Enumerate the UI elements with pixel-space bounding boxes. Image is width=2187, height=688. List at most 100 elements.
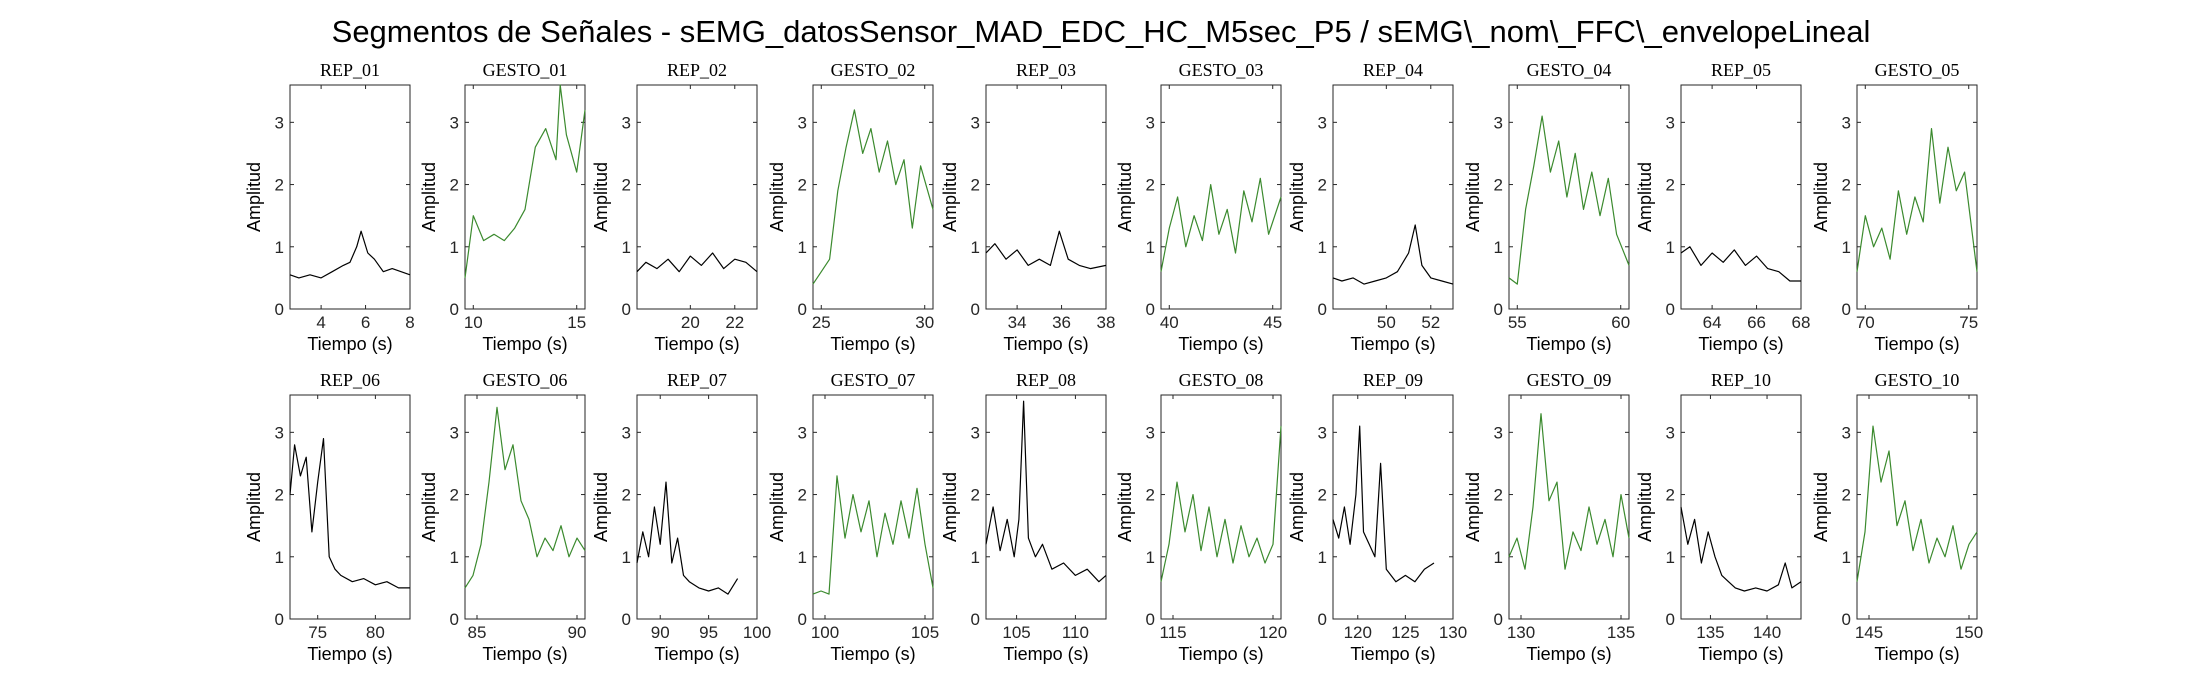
axes-frame [464, 394, 586, 620]
axes-frame [985, 394, 1107, 620]
x-tick-label: 135 [1696, 623, 1724, 642]
y-axis-label: Amplitud [767, 162, 787, 232]
axes-frame [1680, 394, 1802, 620]
y-tick-label: 2 [1666, 486, 1675, 505]
x-axis-label: Tiempo (s) [1698, 334, 1783, 354]
y-tick-label: 3 [1318, 113, 1327, 132]
y-tick-label: 2 [798, 486, 807, 505]
y-tick-label: 3 [622, 113, 631, 132]
series-line [1332, 425, 1435, 583]
x-tick-label: 45 [1263, 313, 1282, 332]
series-line [1160, 177, 1282, 272]
y-axis-label: Amplitud [419, 162, 439, 232]
y-tick-label: 0 [1494, 610, 1503, 629]
y-axis-label: Amplitud [1635, 162, 1655, 232]
subplot-title: GESTO_05 [1875, 60, 1960, 80]
subplot-title: REP_02 [667, 60, 727, 80]
x-tick-label: 15 [567, 313, 586, 332]
series-line [1680, 246, 1801, 282]
subplot-rep-03: REP_03 0 1 2 3 34 36 38 Tiempo (s) Amplitud [940, 60, 1115, 354]
y-tick-label: 1 [798, 548, 807, 567]
y-axis-label: Amplitud [591, 472, 611, 542]
axes-frame [289, 84, 411, 310]
y-tick-label: 1 [1842, 548, 1851, 567]
subplot-title: REP_08 [1016, 370, 1076, 390]
y-tick-label: 3 [1318, 423, 1327, 442]
y-tick-label: 3 [450, 423, 459, 442]
subplot-rep-10: REP_10 0 1 2 3 135 140 Tiempo (s) Amplitud [1635, 370, 1802, 664]
y-tick-label: 1 [1666, 238, 1675, 257]
x-tick-label: 70 [1856, 313, 1875, 332]
y-tick-label: 0 [450, 610, 459, 629]
series-line [1856, 128, 1978, 272]
x-axis-label: Tiempo (s) [1874, 334, 1959, 354]
axes-frame [1508, 84, 1630, 310]
axes-frame [464, 84, 586, 310]
subplot-rep-05: REP_05 0 1 2 3 64 66 68 Tiempo (s) Amplitud [1635, 60, 1810, 354]
x-tick-label: 100 [743, 623, 771, 642]
y-tick-label: 1 [1318, 548, 1327, 567]
x-axis-label: Tiempo (s) [1178, 334, 1263, 354]
series-line [812, 475, 934, 595]
x-tick-label: 4 [316, 313, 325, 332]
series-line [1508, 115, 1630, 285]
x-tick-label: 145 [1855, 623, 1883, 642]
x-tick-label: 110 [1062, 623, 1089, 642]
y-tick-label: 0 [1146, 300, 1155, 319]
subplot-title: GESTO_08 [1179, 370, 1264, 390]
x-axis-label: Tiempo (s) [1526, 334, 1611, 354]
y-tick-label: 0 [971, 610, 980, 629]
x-axis-label: Tiempo (s) [307, 334, 392, 354]
x-axis-label: Tiempo (s) [307, 644, 392, 664]
x-axis-label: Tiempo (s) [1874, 644, 1959, 664]
y-tick-label: 1 [1318, 238, 1327, 257]
x-axis-label: Tiempo (s) [654, 644, 739, 664]
y-tick-label: 1 [1494, 238, 1503, 257]
y-tick-label: 2 [450, 176, 459, 195]
x-tick-label: 130 [1439, 623, 1467, 642]
axes-frame [636, 394, 758, 620]
y-tick-label: 3 [1666, 423, 1675, 442]
x-axis-label: Tiempo (s) [1003, 334, 1088, 354]
subplot-rep-06: REP_06 0 1 2 3 75 80 Tiempo (s) Amplitud [244, 370, 411, 664]
y-axis-label: Amplitud [1635, 472, 1655, 542]
x-tick-label: 36 [1052, 313, 1071, 332]
y-tick-label: 1 [971, 238, 980, 257]
series-line [1160, 426, 1282, 582]
series-line [289, 230, 411, 279]
series-line [1856, 425, 1978, 582]
y-tick-label: 1 [622, 238, 631, 257]
y-tick-label: 3 [1494, 113, 1503, 132]
x-tick-label: 85 [468, 623, 487, 642]
x-tick-label: 90 [568, 623, 587, 642]
subplot-rep-08: REP_08 0 1 2 3 105 110 Tiempo (s) Amplitud [940, 370, 1107, 664]
y-tick-label: 2 [798, 176, 807, 195]
y-tick-label: 1 [971, 548, 980, 567]
x-tick-label: 52 [1421, 313, 1440, 332]
y-axis-label: Amplitud [1463, 472, 1483, 542]
y-tick-label: 0 [1666, 300, 1675, 319]
y-tick-label: 0 [1666, 610, 1675, 629]
x-tick-label: 50 [1377, 313, 1396, 332]
x-axis-label: Tiempo (s) [654, 334, 739, 354]
x-tick-label: 90 [651, 623, 670, 642]
subplot-title: GESTO_07 [831, 370, 916, 390]
subplot-title: GESTO_03 [1179, 60, 1264, 80]
y-tick-label: 1 [1146, 238, 1155, 257]
y-tick-label: 0 [622, 300, 631, 319]
subplot-title: GESTO_10 [1875, 370, 1960, 390]
y-axis-label: Amplitud [1115, 162, 1135, 232]
x-tick-label: 120 [1259, 623, 1287, 642]
x-tick-label: 30 [915, 313, 934, 332]
subplot-title: GESTO_04 [1527, 60, 1612, 80]
y-axis-label: Amplitud [1463, 162, 1483, 232]
subplot-title: REP_01 [320, 60, 380, 80]
y-tick-label: 0 [622, 610, 631, 629]
axes-frame [1856, 394, 1978, 620]
figure-title: Segmentos de Señales - sEMG_datosSensor_… [332, 14, 1871, 49]
subplot-title: GESTO_01 [483, 60, 568, 80]
y-tick-label: 3 [971, 423, 980, 442]
